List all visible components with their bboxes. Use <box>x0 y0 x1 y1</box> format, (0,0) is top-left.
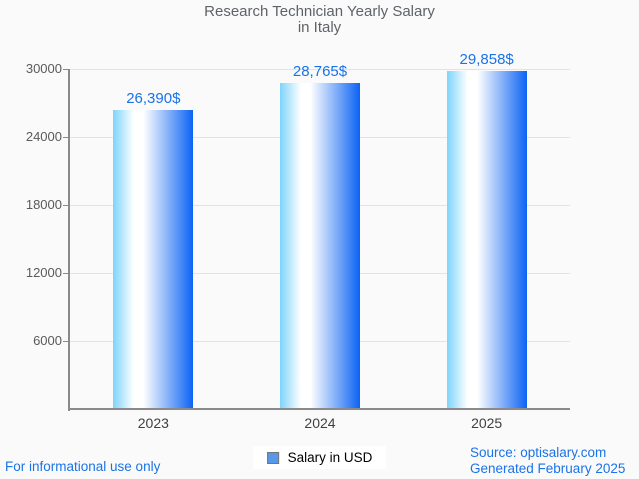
legend: Salary in USD <box>252 446 387 469</box>
legend-label: Salary in USD <box>287 450 373 465</box>
chart-title-line2: in Italy <box>297 19 342 36</box>
y-axis-tick <box>63 273 70 274</box>
bar-value-label-2025: 29,858$ <box>459 50 514 68</box>
y-axis-label: 30000 <box>25 61 62 76</box>
y-axis-tick <box>63 137 70 138</box>
y-axis-label: 24000 <box>25 129 62 144</box>
y-axis-label: 18000 <box>25 197 62 212</box>
footer-disclaimer: For informational use only <box>5 459 161 474</box>
bar-value-label-2024: 28,765$ <box>292 62 348 80</box>
chart-title: Research Technician Yearly Salary in Ita… <box>0 4 639 36</box>
y-axis-tick <box>63 341 70 342</box>
chart-title-line1: Research Technician Yearly Salary <box>204 3 435 20</box>
x-axis-label-2024: 2024 <box>304 415 336 431</box>
bar-value-label-2023: 26,390$ <box>126 89 181 107</box>
bar-2024 <box>280 82 360 408</box>
y-axis-tick <box>63 205 70 206</box>
legend-swatch-icon <box>266 451 279 464</box>
y-axis-tick <box>63 69 70 70</box>
footer-source: Source: optisalary.com Generated Februar… <box>470 445 625 477</box>
x-axis-label-2023: 2023 <box>137 415 169 431</box>
x-axis-line <box>68 408 570 410</box>
x-axis-label-2025: 2025 <box>471 415 503 431</box>
y-axis-label: 6000 <box>33 333 62 348</box>
gridline-30000 <box>70 69 570 70</box>
footer-source-line: Source: optisalary.com <box>470 445 607 460</box>
bar-2025 <box>446 70 527 408</box>
bar-2023 <box>113 109 194 408</box>
y-axis-line <box>68 69 70 411</box>
footer-generated-line: Generated February 2025 <box>470 461 626 476</box>
y-axis-label: 12000 <box>25 265 62 280</box>
